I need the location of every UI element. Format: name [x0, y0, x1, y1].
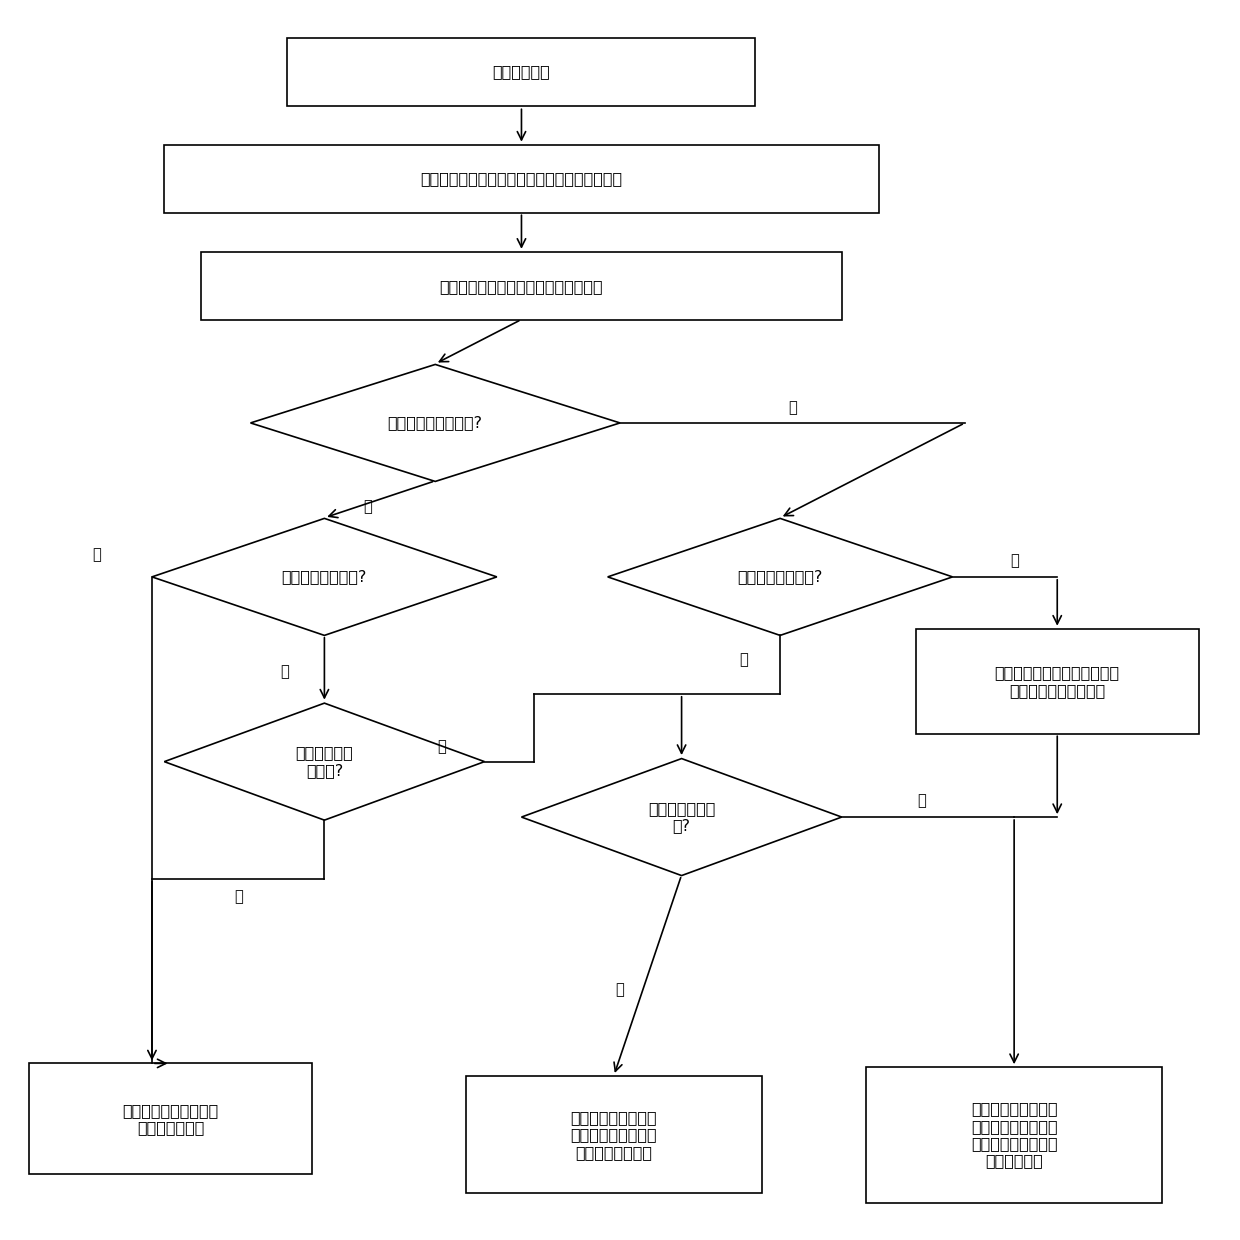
Text: 建立小区模型: 建立小区模型 [492, 64, 551, 79]
Polygon shape [250, 365, 620, 481]
Polygon shape [153, 518, 497, 635]
Text: 否: 否 [436, 739, 446, 754]
FancyBboxPatch shape [29, 1064, 312, 1174]
FancyBboxPatch shape [915, 629, 1199, 734]
Text: 否: 否 [280, 665, 289, 680]
Text: 确定新接入用户的服务基站及用户类型: 确定新接入用户的服务基站及用户类型 [440, 279, 604, 294]
Polygon shape [608, 518, 952, 635]
Text: 宏基站使用中心区域频率对其
服务，并进行功率控制: 宏基站使用中心区域频率对其 服务，并进行功率控制 [994, 666, 1120, 698]
Text: 新用户是宏基站用户?: 新用户是宏基站用户? [388, 415, 482, 430]
Text: 否: 否 [363, 500, 372, 515]
Text: 是: 是 [1009, 553, 1018, 568]
Polygon shape [164, 703, 485, 820]
Text: 是宏基站协作用
户?: 是宏基站协作用 户? [647, 801, 715, 833]
FancyBboxPatch shape [867, 1068, 1162, 1203]
Text: 是微基站非协
作用户?: 是微基站非协 作用户? [295, 745, 353, 777]
Text: 采用部分频率复用方案给各个基站分配频率资源: 采用部分频率复用方案给各个基站分配频率资源 [420, 171, 622, 186]
FancyBboxPatch shape [466, 1076, 761, 1193]
Text: 是: 是 [234, 889, 243, 905]
FancyBboxPatch shape [201, 253, 842, 320]
Text: 是: 是 [789, 401, 797, 415]
Text: 宏基站和协作基站使
用相同的预留的频率
对该宏基站协作用户
进行联合传输: 宏基站和协作基站使 用相同的预留的频率 对该宏基站协作用户 进行联合传输 [971, 1101, 1058, 1168]
Text: 是宏基站中心用户?: 是宏基站中心用户? [738, 569, 823, 584]
Text: 是: 是 [92, 547, 100, 562]
FancyBboxPatch shape [164, 145, 879, 213]
Text: 否: 否 [739, 652, 748, 667]
FancyBboxPatch shape [288, 38, 755, 105]
Polygon shape [522, 759, 842, 875]
Text: 否: 否 [615, 982, 625, 997]
Text: 宏基站使用边缘区域
频率对其服务，频率
不够用时借用频率: 宏基站使用边缘区域 频率对其服务，频率 不够用时借用频率 [570, 1110, 657, 1159]
Text: 微基站使用微基站的频
率对其进行服务: 微基站使用微基站的频 率对其进行服务 [123, 1102, 218, 1135]
Text: 是微基站中心用户?: 是微基站中心用户? [281, 569, 367, 584]
Text: 是: 是 [918, 794, 926, 808]
